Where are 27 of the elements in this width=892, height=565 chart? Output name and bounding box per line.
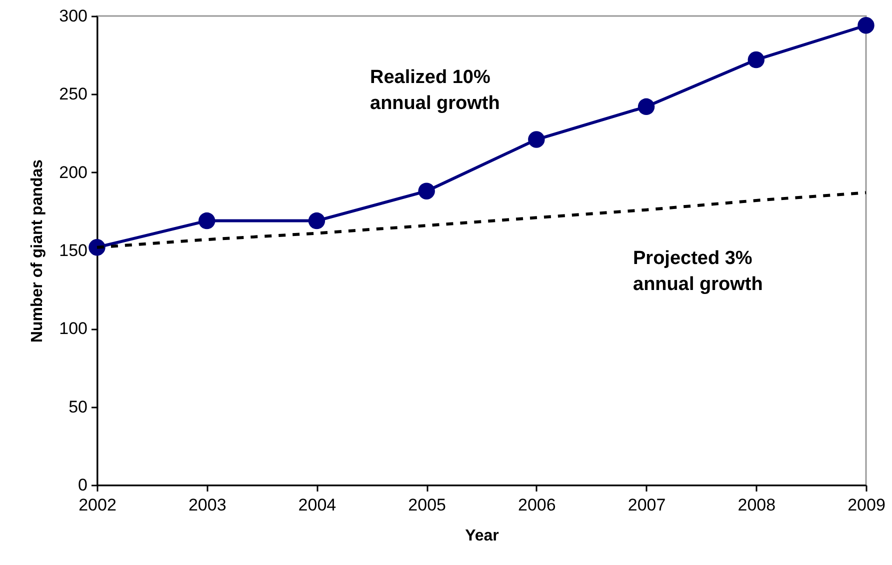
y-tick-label: 150	[59, 241, 88, 260]
point	[418, 182, 435, 200]
series-label: Realized 10% annual growth	[370, 67, 500, 114]
point	[88, 239, 106, 256]
x-tick-label: 2005	[408, 496, 446, 514]
point	[858, 17, 874, 34]
y-tick-label: 100	[59, 319, 88, 338]
x-tick-label: 2007	[628, 496, 666, 514]
y-tick-label: 250	[59, 84, 88, 104]
x-tick-label: 2009	[848, 496, 886, 514]
x-tick-label: 2006	[518, 496, 556, 514]
x-tick-label: 2008	[738, 496, 776, 514]
point	[308, 212, 326, 230]
y-tick-label: 200	[59, 162, 88, 182]
x-tick-label: 2003	[188, 496, 226, 514]
x-tick-label: 2002	[78, 496, 116, 514]
y-tick-label: 0	[78, 476, 88, 494]
y-tick-label: 300	[59, 6, 88, 26]
point	[198, 212, 216, 230]
point	[638, 98, 655, 116]
series-label: Projected 3% annual growth	[633, 248, 763, 295]
point	[748, 51, 765, 68]
y-tick-label: 50	[68, 397, 88, 416]
x-tick-label: 2004	[298, 496, 336, 514]
x-axis-title: Year	[465, 528, 499, 544]
point	[528, 131, 545, 148]
y-axis-title: Number of giant pandas	[29, 159, 46, 343]
